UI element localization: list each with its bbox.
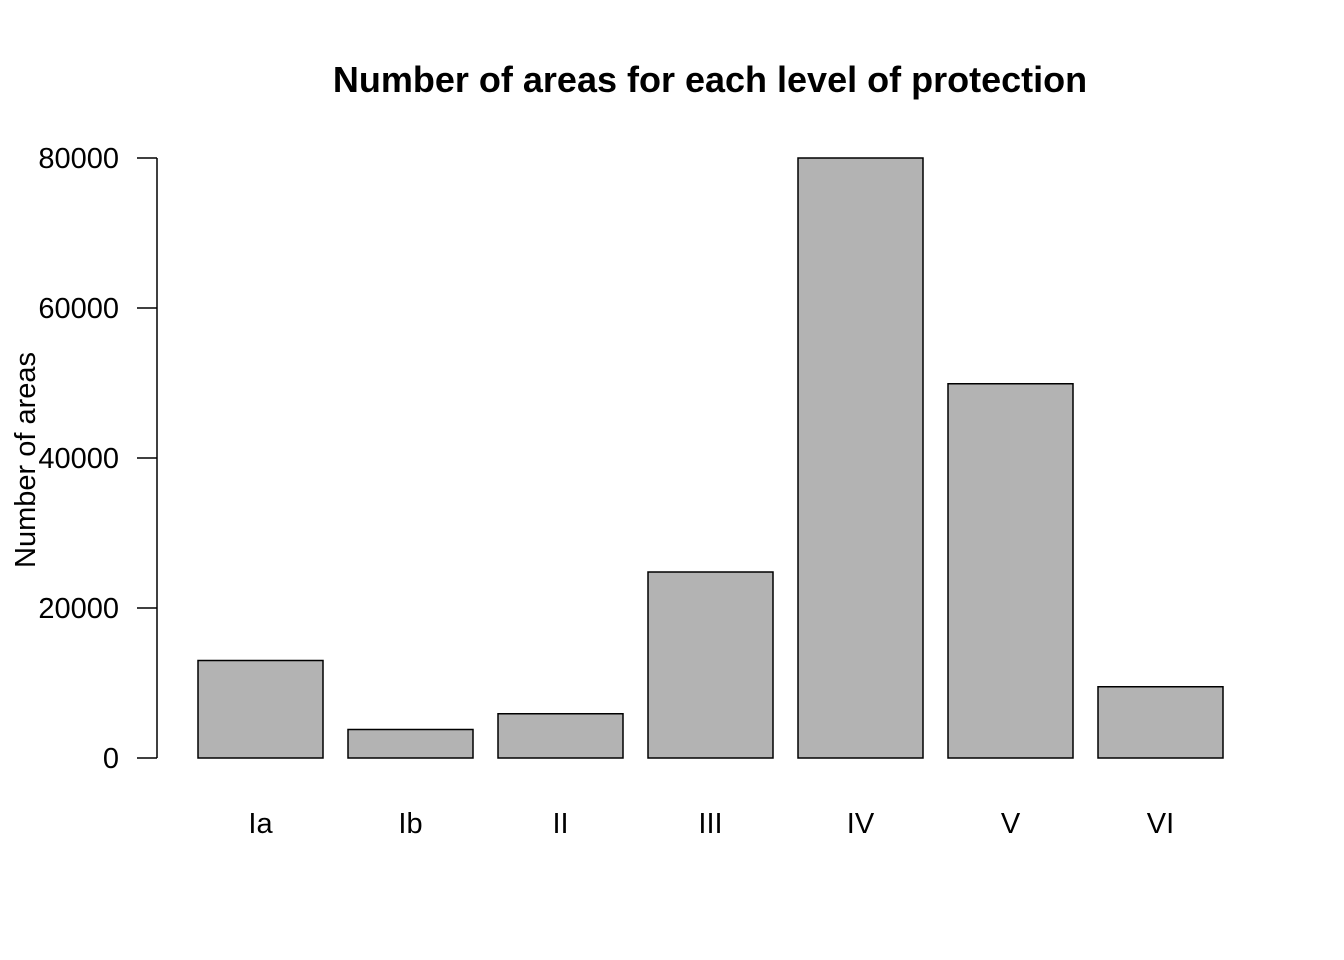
- bar-vi: [1097, 686, 1224, 759]
- bar-iii: [647, 571, 774, 759]
- x-tick-label: V: [1001, 808, 1021, 840]
- y-axis: 0 20000 40000 60000 80000: [38, 143, 158, 775]
- y-tick-label: 80000: [38, 143, 119, 175]
- bar-ii: [497, 713, 624, 759]
- y-axis-label: Number of areas: [10, 352, 42, 568]
- x-tick-label: II: [552, 808, 568, 840]
- x-tick-label: IV: [847, 808, 875, 840]
- bar-ia: [197, 659, 324, 759]
- y-tick-label: 20000: [38, 593, 119, 625]
- chart-title: Number of areas for each level of protec…: [333, 59, 1087, 100]
- bar-v: [947, 383, 1074, 759]
- x-tick-label: III: [698, 808, 722, 840]
- x-tick-label: Ib: [398, 808, 422, 840]
- y-tick-label: 60000: [38, 293, 119, 325]
- x-tick-label: VI: [1147, 808, 1174, 840]
- y-tick-label: 0: [103, 743, 119, 775]
- bar-iv: [797, 157, 924, 759]
- y-tick-label: 40000: [38, 443, 119, 475]
- x-tick-label: Ia: [248, 808, 273, 840]
- x-axis-labels: Ia Ib II III IV V VI: [248, 808, 1174, 840]
- bars: [197, 157, 1224, 759]
- bar-ib: [347, 728, 474, 759]
